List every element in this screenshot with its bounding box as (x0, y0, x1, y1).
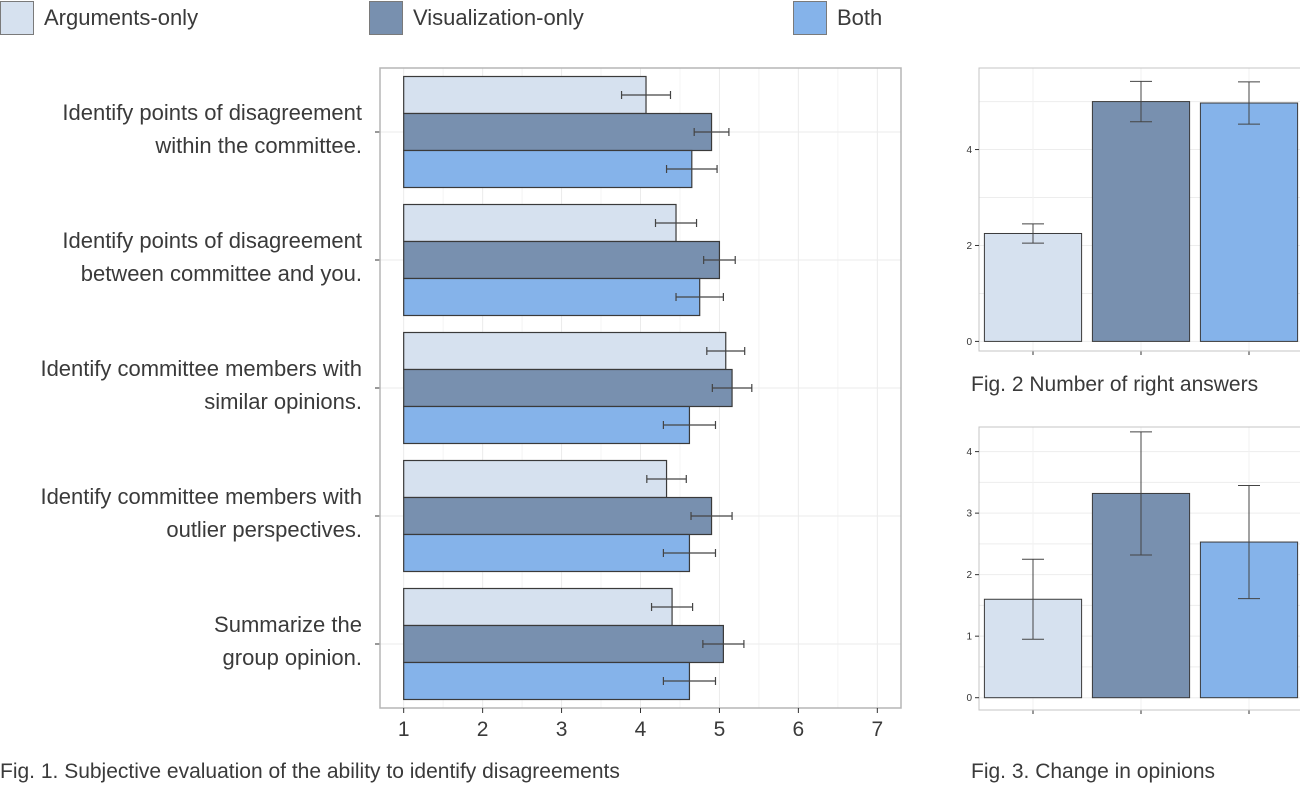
category-label: outlier perspectives. (166, 517, 362, 542)
y-tick-label: 2 (966, 241, 972, 252)
bar-arguments-only (403, 587, 673, 627)
bar-visualization-only (1091, 101, 1191, 342)
x-tick-label: 3 (556, 718, 568, 741)
legend-swatch-arguments-only (0, 1, 34, 35)
bar-visualization-only (403, 112, 713, 152)
category-label: similar opinions. (204, 389, 362, 414)
legend-item-visualization-only: Visualization-only (369, 0, 584, 36)
bar-arguments-only (983, 232, 1083, 342)
x-tick-label: 1 (398, 718, 410, 741)
fig2-caption: Fig. 2 Number of right answers (971, 373, 1259, 396)
bar-both (403, 149, 693, 189)
y-tick-label: 0 (966, 337, 972, 348)
legend-item-both: Both (793, 0, 882, 36)
y-tick-label: 2 (966, 570, 972, 581)
legend-label-arguments-only: Arguments-only (44, 5, 199, 30)
x-tick-label: 5 (714, 718, 726, 741)
subjective-evaluation-chart: Identify points of disagreement within th… (40, 67, 902, 741)
x-tick-label: 2 (477, 718, 489, 741)
bar-both (403, 661, 691, 701)
bar-both (403, 277, 701, 317)
fig3-caption: Fig. 3. Change in opinions (971, 760, 1215, 783)
x-tick-label: 4 (635, 718, 647, 741)
bar-visualization-only (403, 624, 724, 664)
legend-item-arguments-only: Arguments-only (0, 0, 198, 36)
plot-border (978, 67, 1300, 352)
plot-border (978, 426, 1300, 711)
legend-label-visualization-only: Visualization-only (413, 5, 584, 30)
bar-arguments-only (403, 203, 677, 243)
y-tick-label: 4 (966, 447, 972, 458)
category-label: Summarize the (214, 612, 362, 637)
category-label: group opinion. (223, 645, 362, 670)
bar-arguments-only (403, 331, 727, 371)
bar-visualization-only (403, 368, 733, 408)
x-tick-label: 6 (793, 718, 805, 741)
legend-swatch-both (793, 1, 827, 35)
bar-visualization-only (403, 240, 721, 280)
y-tick-label: 0 (966, 693, 972, 704)
bar-arguments-only (403, 459, 668, 499)
y-tick-label: 1 (966, 632, 972, 643)
category-label: Identify committee members with (40, 484, 362, 509)
y-tick-label: 4 (966, 145, 972, 156)
category-label: Identify points of disagreement (62, 100, 362, 125)
right-answers-chart: 0 2 4 (966, 67, 1300, 355)
bar-arguments-only (403, 75, 647, 115)
bar-both (403, 533, 691, 573)
legend-label-both: Both (837, 5, 883, 30)
y-tick-label: 3 (966, 509, 972, 520)
bar-both (403, 405, 691, 445)
bar-both (1199, 102, 1299, 342)
category-label: Identify committee members with (40, 356, 362, 381)
category-label: Identify points of disagreement (62, 228, 362, 253)
legend-swatch-visualization-only (369, 1, 403, 35)
fig1-caption: Fig. 1. Subjective evaluation of the abi… (0, 760, 620, 783)
bar-visualization-only (403, 496, 713, 536)
x-tick-label: 7 (871, 718, 883, 741)
category-label: within the committee. (154, 133, 362, 158)
category-label: between committee and you. (81, 261, 362, 286)
change-in-opinions-chart: 0 1 2 3 4 (966, 426, 1300, 714)
